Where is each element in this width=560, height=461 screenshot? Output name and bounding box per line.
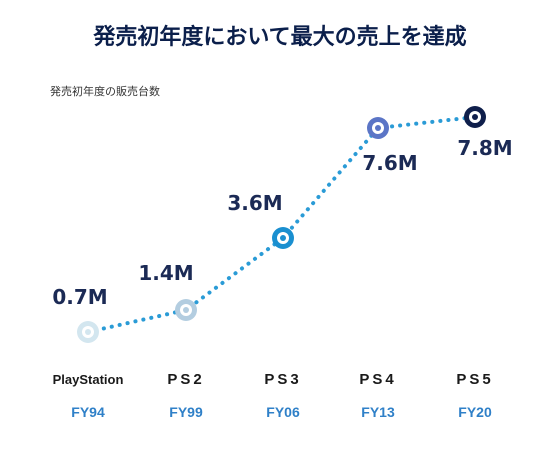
platform-label-ps5: PS5 xyxy=(456,371,493,388)
platform-label-playstation: PlayStation xyxy=(53,372,124,387)
logo-layer: PlayStation PS2 PS3 PS4 PS5 xyxy=(53,371,493,388)
label-layer: 0.7M 1.4M 3.6M 7.6M 7.8M xyxy=(52,136,512,309)
point-layer xyxy=(77,106,486,343)
point-center xyxy=(280,235,286,241)
fy-layer: FY94 FY99 FY06 FY13 FY20 xyxy=(71,404,492,420)
data-point-fy94 xyxy=(77,321,99,343)
series-line xyxy=(86,115,477,334)
chart-title: 発売初年度において最大の売上を達成 xyxy=(92,24,466,50)
line-layer xyxy=(86,115,477,334)
point-center xyxy=(183,307,189,313)
data-point-fy99 xyxy=(175,299,197,321)
x-tick-label-fy94: FY94 xyxy=(71,404,105,420)
data-point-fy13 xyxy=(367,117,389,139)
data-point-fy20 xyxy=(464,106,486,128)
value-label-fy94: 0.7M xyxy=(52,285,107,309)
value-label-fy06: 3.6M xyxy=(227,191,282,215)
point-center xyxy=(85,329,91,335)
value-label-fy20: 7.8M xyxy=(457,136,512,160)
platform-label-ps3: PS3 xyxy=(264,371,301,388)
x-tick-label-fy06: FY06 xyxy=(266,404,300,420)
chart-subtitle: 発売初年度の販売台数 xyxy=(50,84,160,98)
x-tick-label-fy13: FY13 xyxy=(361,404,395,420)
value-label-fy13: 7.6M xyxy=(362,151,417,175)
platform-label-ps4: PS4 xyxy=(359,371,396,388)
data-point-fy06 xyxy=(272,227,294,249)
point-center xyxy=(472,114,478,120)
point-center xyxy=(375,125,381,131)
x-tick-label-fy20: FY20 xyxy=(458,404,492,420)
platform-label-ps2: PS2 xyxy=(167,371,204,388)
value-label-fy99: 1.4M xyxy=(138,261,193,285)
x-tick-label-fy99: FY99 xyxy=(169,404,203,420)
